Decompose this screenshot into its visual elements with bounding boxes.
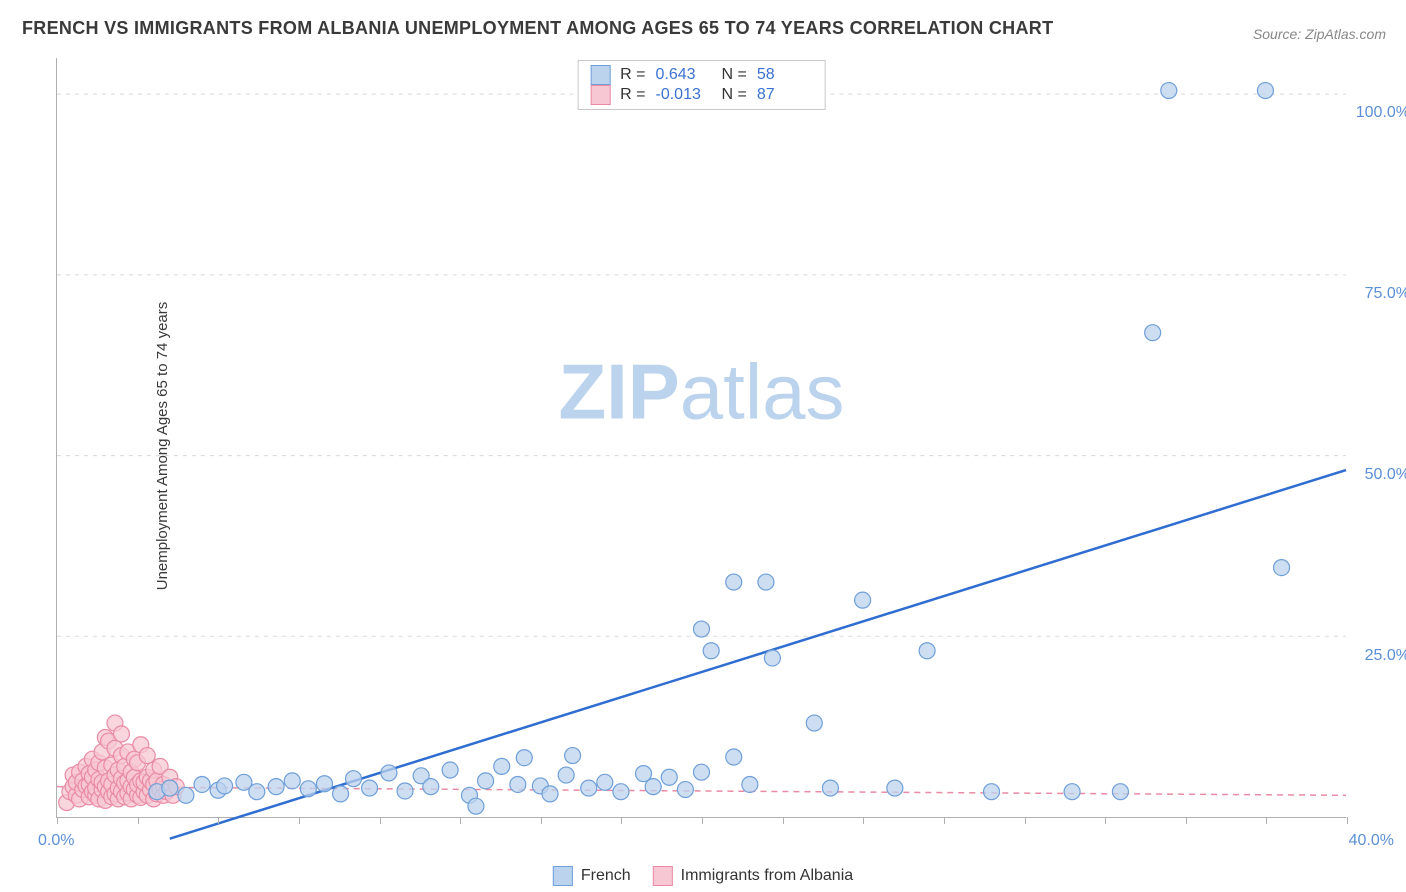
legend-item-french: French [553,866,631,886]
stats-row-french: R = 0.643 N = 58 [590,65,813,85]
swatch-albania [590,85,610,105]
plot-svg [57,58,1346,817]
legend-label-french: French [581,867,631,885]
stat-r-french: 0.643 [656,66,712,84]
stat-n-albania: 87 [757,86,813,104]
x-origin-label: 0.0% [38,832,74,850]
bottom-legend: French Immigrants from Albania [553,866,853,886]
x-tick [138,817,139,824]
correlation-chart: FRENCH VS IMMIGRANTS FROM ALBANIA UNEMPL… [0,0,1406,892]
x-tick [1105,817,1106,824]
x-tick [460,817,461,824]
y-tick-label: 50.0% [1365,466,1406,484]
chart-title: FRENCH VS IMMIGRANTS FROM ALBANIA UNEMPL… [22,18,1053,39]
x-tick [1186,817,1187,824]
stat-r-label: R = [620,66,645,84]
x-tick [1347,817,1348,824]
stats-row-albania: R = -0.013 N = 87 [590,85,813,105]
stat-r-label-2: R = [620,86,645,104]
x-tick [57,817,58,824]
x-tick [380,817,381,824]
stat-r-albania: -0.013 [656,86,712,104]
x-tick [1266,817,1267,824]
source-attribution: Source: ZipAtlas.com [1253,26,1386,42]
legend-swatch-albania [653,866,673,886]
x-tick [783,817,784,824]
stat-n-french: 58 [757,66,813,84]
x-tick [299,817,300,824]
swatch-french [590,65,610,85]
y-tick-label: 25.0% [1365,647,1406,665]
x-tick [702,817,703,824]
y-tick-label: 100.0% [1356,104,1406,122]
stats-box: R = 0.643 N = 58 R = -0.013 N = 87 [577,60,826,110]
legend-label-albania: Immigrants from Albania [681,867,854,885]
x-tick [1025,817,1026,824]
plot-area: ZIPatlas R = 0.643 N = 58 R = -0.013 N =… [56,58,1346,818]
legend-item-albania: Immigrants from Albania [653,866,854,886]
y-tick-label: 75.0% [1365,285,1406,303]
x-tick [621,817,622,824]
legend-swatch-french [553,866,573,886]
stat-n-label-2: N = [722,86,747,104]
x-tick [218,817,219,824]
x-tick [541,817,542,824]
x-tick [863,817,864,824]
x-tick [944,817,945,824]
stat-n-label: N = [722,66,747,84]
x-max-label: 40.0% [1349,832,1394,850]
